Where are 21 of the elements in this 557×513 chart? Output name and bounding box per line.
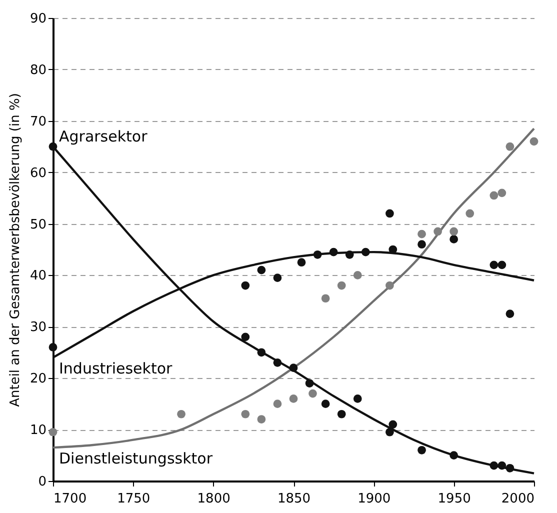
- y-tick-label: 10: [30, 423, 46, 438]
- x-tick-label: 2000: [501, 492, 534, 506]
- x-tick-label: 1700: [54, 492, 87, 506]
- y-axis-title: Anteil an der Gesamterwerbsbevölkerung (in %): [8, 93, 23, 407]
- series-label: Agrarsektor: [59, 128, 148, 146]
- series-label: Dienstleistungssktor: [59, 450, 214, 468]
- y-tick-label: 0: [38, 474, 46, 490]
- x-tick-label: 1900: [358, 492, 391, 506]
- y-tick-label: 30: [30, 320, 46, 336]
- x-tick-label: 1950: [438, 492, 471, 506]
- y-tick-label: 90: [30, 12, 46, 26]
- x-tick-label: 1850: [277, 492, 311, 506]
- x-tick-label: 1800: [197, 492, 230, 506]
- y-tick-label: 20: [30, 372, 46, 387]
- series-label: Industriesektor: [59, 360, 174, 378]
- y-tick-label: 70: [30, 114, 46, 130]
- x-tick-label: 1750: [117, 492, 150, 506]
- y-tick-label: 60: [30, 166, 46, 181]
- y-tick-label: 50: [30, 217, 46, 232]
- y-tick-label: 40: [30, 268, 46, 284]
- y-tick-label: 80: [30, 62, 46, 78]
